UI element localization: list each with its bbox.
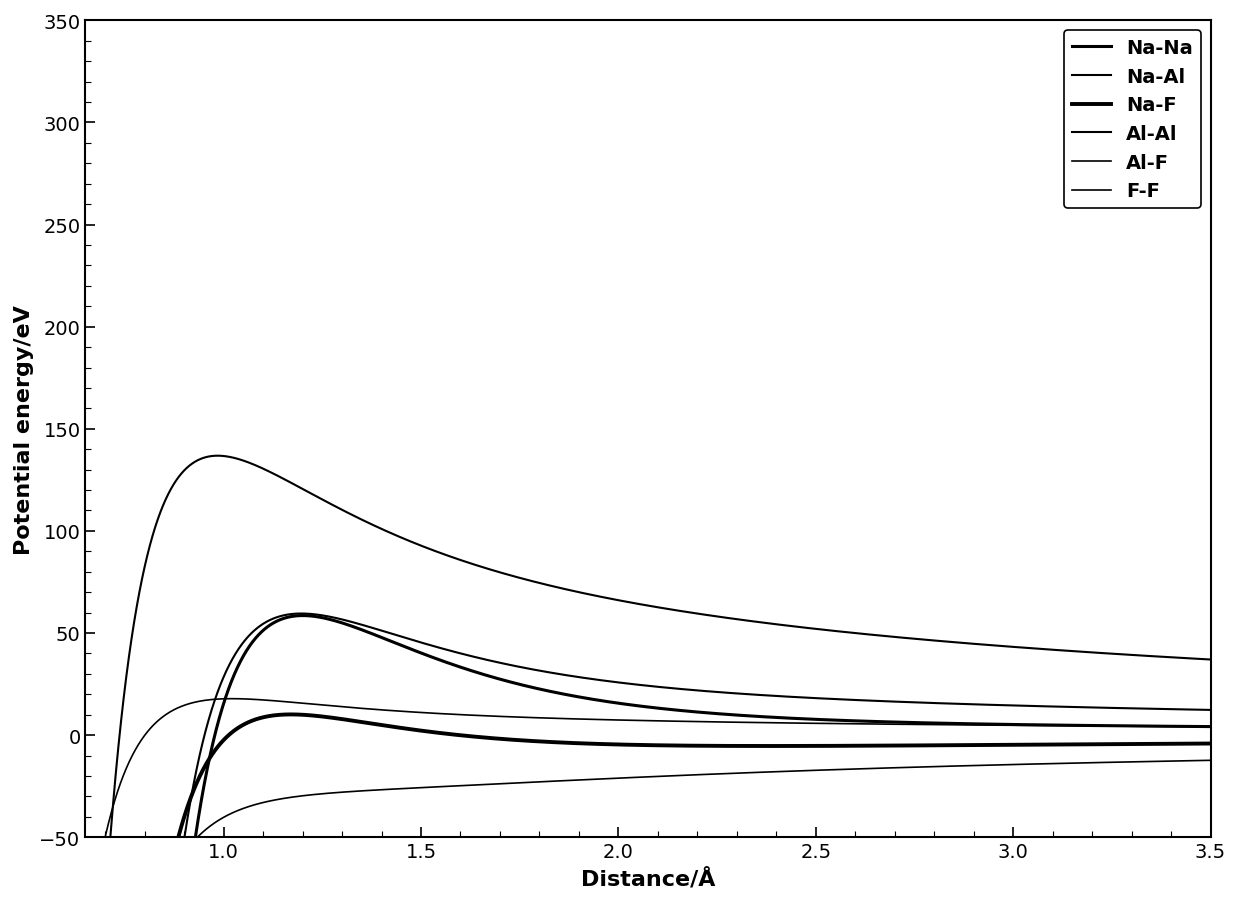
Na-Na xyxy=(510,678,525,689)
Na-Al xyxy=(206,698,221,709)
F-F xyxy=(558,713,573,724)
F-F xyxy=(1203,722,1218,732)
Line: Al-F: Al-F xyxy=(86,760,1210,902)
Na-F xyxy=(510,735,525,746)
F-F xyxy=(510,712,525,723)
Na-F xyxy=(1060,739,1075,750)
Na-Na xyxy=(295,611,310,621)
Al-F xyxy=(206,818,221,829)
Legend: Na-Na, Na-Al, Na-F, Al-Al, Al-F, F-F: Na-Na, Na-Al, Na-F, Al-Al, Al-F, F-F xyxy=(1064,31,1200,209)
Na-F xyxy=(1182,739,1197,750)
Al-Al xyxy=(1182,653,1197,664)
Line: F-F: F-F xyxy=(86,699,1210,902)
Al-F xyxy=(510,778,525,788)
Al-Al xyxy=(510,572,525,583)
X-axis label: Distance/Å: Distance/Å xyxy=(580,867,715,888)
F-F xyxy=(1060,721,1075,732)
Na-Na xyxy=(273,614,288,625)
Al-F xyxy=(558,776,573,787)
Al-Al xyxy=(1060,646,1075,657)
Na-Al xyxy=(273,611,288,621)
Na-Na xyxy=(1182,722,1197,732)
Y-axis label: Potential energy/eV: Potential energy/eV xyxy=(14,305,33,554)
Na-F xyxy=(284,709,299,720)
Na-Al xyxy=(558,670,573,681)
Na-Na xyxy=(558,689,573,700)
Al-Al xyxy=(1203,654,1218,665)
Al-F xyxy=(273,794,288,805)
Na-Al xyxy=(1060,702,1075,713)
Na-Na xyxy=(1060,720,1075,731)
Na-Na xyxy=(206,734,221,745)
Line: Na-Al: Na-Al xyxy=(86,614,1210,902)
Al-Al xyxy=(210,451,224,462)
F-F xyxy=(274,696,289,707)
F-F xyxy=(1182,722,1197,732)
Na-Al xyxy=(294,609,309,620)
F-F xyxy=(224,694,239,704)
Na-Al xyxy=(1203,704,1218,715)
Line: Na-Na: Na-Na xyxy=(86,616,1210,902)
Na-Na xyxy=(1203,722,1218,732)
Na-Al xyxy=(510,661,525,672)
Al-Al xyxy=(274,473,289,483)
Na-F xyxy=(1203,738,1218,749)
Al-F xyxy=(1180,756,1195,767)
Al-Al xyxy=(206,451,221,462)
Al-F xyxy=(1203,755,1218,766)
Line: Na-F: Na-F xyxy=(86,714,1210,902)
Na-Al xyxy=(1182,704,1197,715)
Na-F xyxy=(558,738,573,749)
Al-F xyxy=(1060,758,1075,769)
Al-Al xyxy=(558,584,573,595)
F-F xyxy=(206,695,221,705)
Na-F xyxy=(206,747,221,758)
Line: Al-Al: Al-Al xyxy=(86,456,1210,902)
Na-F xyxy=(273,710,288,721)
